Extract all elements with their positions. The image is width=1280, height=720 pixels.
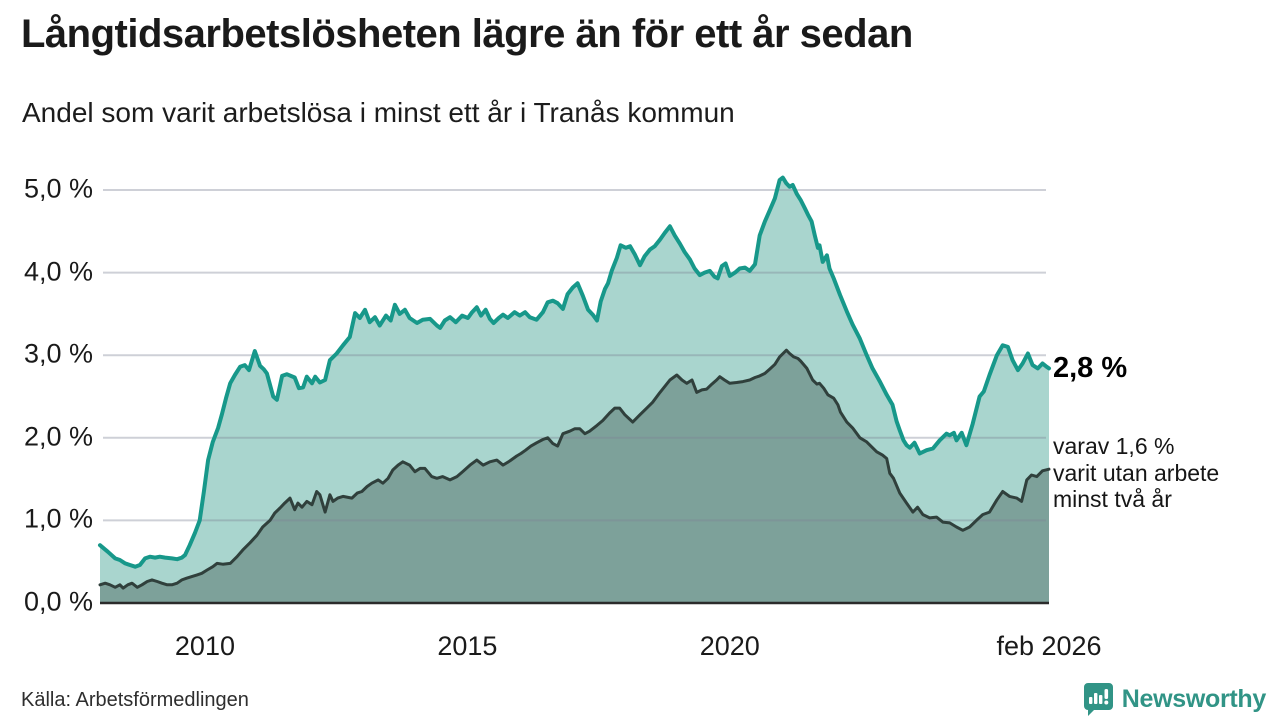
series-area-arbetslosa-minst-ett-ar <box>100 177 1049 603</box>
sub-annotation-line: varit utan arbete <box>1053 459 1220 486</box>
newsworthy-logo-text: Newsworthy <box>1121 684 1267 713</box>
y-tick-label: 5,0 % <box>24 173 94 204</box>
sub-annotation-line: varav 1,6 % <box>1053 433 1175 459</box>
y-tick-label: 0,0 % <box>24 586 94 617</box>
y-tick-label: 3,0 % <box>24 338 94 369</box>
latest-value-annotation: 2,8 % <box>1053 352 1128 384</box>
series-line-arbetslosa-minst-ett-ar <box>98 175 1051 569</box>
y-tick-label: 2,0 % <box>24 421 94 452</box>
newsworthy-logo: Newsworthy <box>1083 682 1266 716</box>
series-line-utan-arbete-minst-tva-ar <box>98 348 1051 590</box>
x-tick-label: 2010 <box>174 631 235 661</box>
y-tick-label: 1,0 % <box>24 503 94 534</box>
source-note: Källa: Arbetsförmedlingen <box>21 689 249 711</box>
x-tick-label: 2020 <box>699 631 760 661</box>
x-tick-label: 2015 <box>437 631 498 661</box>
series-area-utan-arbete-minst-tva-ar <box>100 350 1049 603</box>
x-tick-label: feb 2026 <box>996 631 1102 661</box>
chart-title: Långtidsarbetslösheten lägre än för ett … <box>21 12 913 56</box>
sub-series-annotation: varav 1,6 % varit utan arbete minst två … <box>1053 433 1219 513</box>
bar-chart-speech-bubble-icon <box>1083 682 1114 716</box>
chart-subtitle: Andel som varit arbetslösa i minst ett å… <box>22 97 735 128</box>
sub-annotation-line: minst två år <box>1053 486 1172 512</box>
y-tick-label: 4,0 % <box>24 255 94 286</box>
